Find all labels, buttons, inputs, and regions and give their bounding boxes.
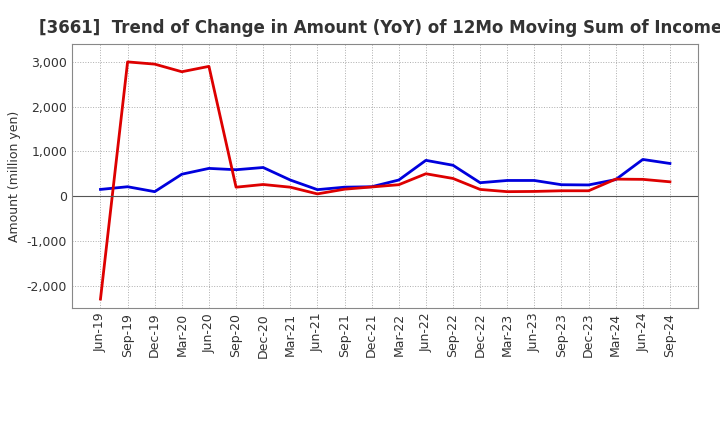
Net Income (367, 184, 376, 190)
Net Income (611, 176, 620, 182)
Net Income (476, 187, 485, 192)
Ordinary Income (204, 166, 213, 171)
Ordinary Income (286, 177, 294, 183)
Net Income (503, 189, 511, 194)
Ordinary Income (421, 158, 430, 163)
Ordinary Income (313, 187, 322, 192)
Net Income (259, 182, 268, 187)
Net Income (178, 69, 186, 74)
Ordinary Income (639, 157, 647, 162)
Title: [3661]  Trend of Change in Amount (YoY) of 12Mo Moving Sum of Incomes: [3661] Trend of Change in Amount (YoY) o… (39, 19, 720, 37)
Net Income (449, 176, 457, 181)
Ordinary Income (341, 184, 349, 190)
Ordinary Income (367, 184, 376, 189)
Net Income (584, 188, 593, 194)
Y-axis label: Amount (million yen): Amount (million yen) (8, 110, 21, 242)
Net Income (665, 179, 674, 184)
Net Income (639, 177, 647, 182)
Net Income (96, 297, 105, 302)
Ordinary Income (476, 180, 485, 185)
Ordinary Income (96, 187, 105, 192)
Net Income (123, 59, 132, 65)
Net Income (204, 64, 213, 69)
Net Income (286, 184, 294, 190)
Net Income (421, 171, 430, 176)
Ordinary Income (503, 178, 511, 183)
Net Income (150, 62, 159, 67)
Ordinary Income (395, 177, 403, 183)
Net Income (557, 188, 566, 194)
Ordinary Income (150, 189, 159, 194)
Net Income (341, 187, 349, 192)
Ordinary Income (232, 167, 240, 172)
Ordinary Income (665, 161, 674, 166)
Ordinary Income (259, 165, 268, 170)
Line: Net Income: Net Income (101, 62, 670, 299)
Net Income (313, 191, 322, 197)
Ordinary Income (449, 163, 457, 168)
Net Income (395, 182, 403, 187)
Ordinary Income (557, 182, 566, 187)
Ordinary Income (530, 178, 539, 183)
Ordinary Income (123, 184, 132, 189)
Line: Ordinary Income: Ordinary Income (101, 159, 670, 192)
Net Income (232, 184, 240, 190)
Ordinary Income (178, 172, 186, 177)
Ordinary Income (611, 177, 620, 182)
Ordinary Income (584, 182, 593, 187)
Net Income (530, 189, 539, 194)
